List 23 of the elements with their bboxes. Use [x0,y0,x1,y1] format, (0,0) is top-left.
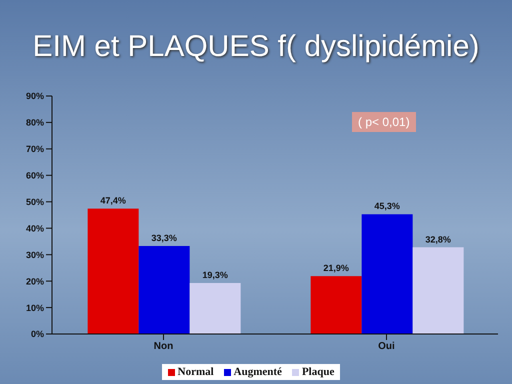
y-tick-label: 10% [26,302,44,313]
y-tick-label: 80% [26,118,44,128]
data-label: 21,9% [323,263,349,274]
y-tick-label: 70% [26,144,44,154]
data-label: 32,8% [425,234,451,244]
chart-title: EIM et PLAQUES f( dyslipidémie) [32,30,480,64]
y-tick-label: 60% [26,170,44,181]
legend-label: Normal [176,366,214,378]
data-label: 33,3% [151,232,177,243]
x-tick-label: Oui [378,341,396,352]
data-label: 45,3% [374,201,400,212]
legend-label: Augmenté [232,366,282,378]
y-tick-label: 0% [30,329,44,340]
y-tick-label: 30% [26,250,44,260]
annotation: ( p< 0,01) [352,112,416,132]
y-tick-label: 20% [26,276,44,286]
x-tick-label: Non [154,341,174,352]
legend-label: Plaque [300,366,334,378]
data-label: 47,4% [100,196,126,206]
y-tick-label: 90% [26,91,44,102]
data-label: 19,3% [202,270,228,280]
y-tick-label: 40% [26,223,44,234]
y-tick-label: 50% [26,196,44,207]
